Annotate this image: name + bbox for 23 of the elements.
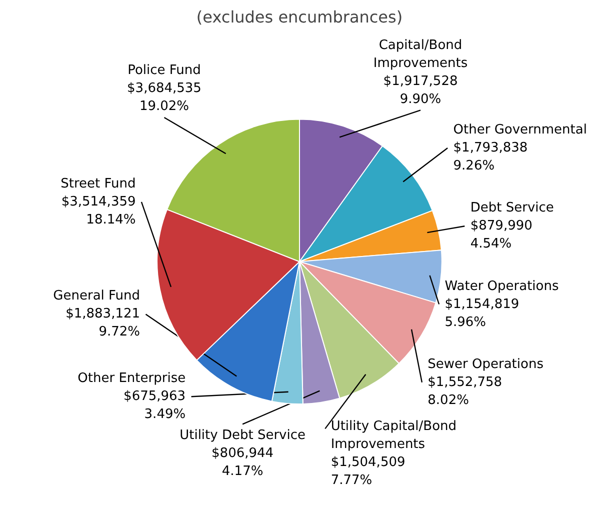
data-label: $806,944 4.17% [212, 446, 274, 479]
slice-label: Water Operations [444, 278, 559, 294]
slice-label: Sewer Operations [428, 356, 544, 372]
data-label: $879,990 4.54% [470, 218, 532, 252]
slice-label: Utility Capital/Bond Improvements [330, 418, 457, 452]
slice-label: General Fund [53, 288, 140, 304]
data-label: $1,917,528 9.90% [383, 74, 458, 108]
data-label: $1,793,838 9.26% [453, 140, 528, 174]
slice-label: Debt Service [470, 200, 554, 216]
slice-label: Street Fund [60, 176, 136, 192]
data-label: $1,154,819 5.96% [444, 296, 520, 330]
data-label: $3,684,535 19.02% [127, 80, 202, 114]
slice-label: Other Enterprise [78, 371, 186, 386]
chart-title: (excludes encumbrances) [196, 8, 403, 26]
data-label: $1,504,509 7.77% [330, 454, 406, 488]
slice-label: Utility Debt Service [180, 428, 306, 443]
data-label: $675,963 3.49% [124, 389, 186, 422]
slice-label: Other Governmental [453, 122, 587, 138]
slice-label: Police Fund [128, 62, 201, 78]
data-label: $3,514,359 18.14% [61, 194, 136, 228]
data-label: $1,883,121 9.72% [66, 306, 140, 340]
slice-label: Capital/Bond Improvements [373, 38, 468, 72]
data-label: $1,552,758 8.02% [428, 374, 502, 408]
